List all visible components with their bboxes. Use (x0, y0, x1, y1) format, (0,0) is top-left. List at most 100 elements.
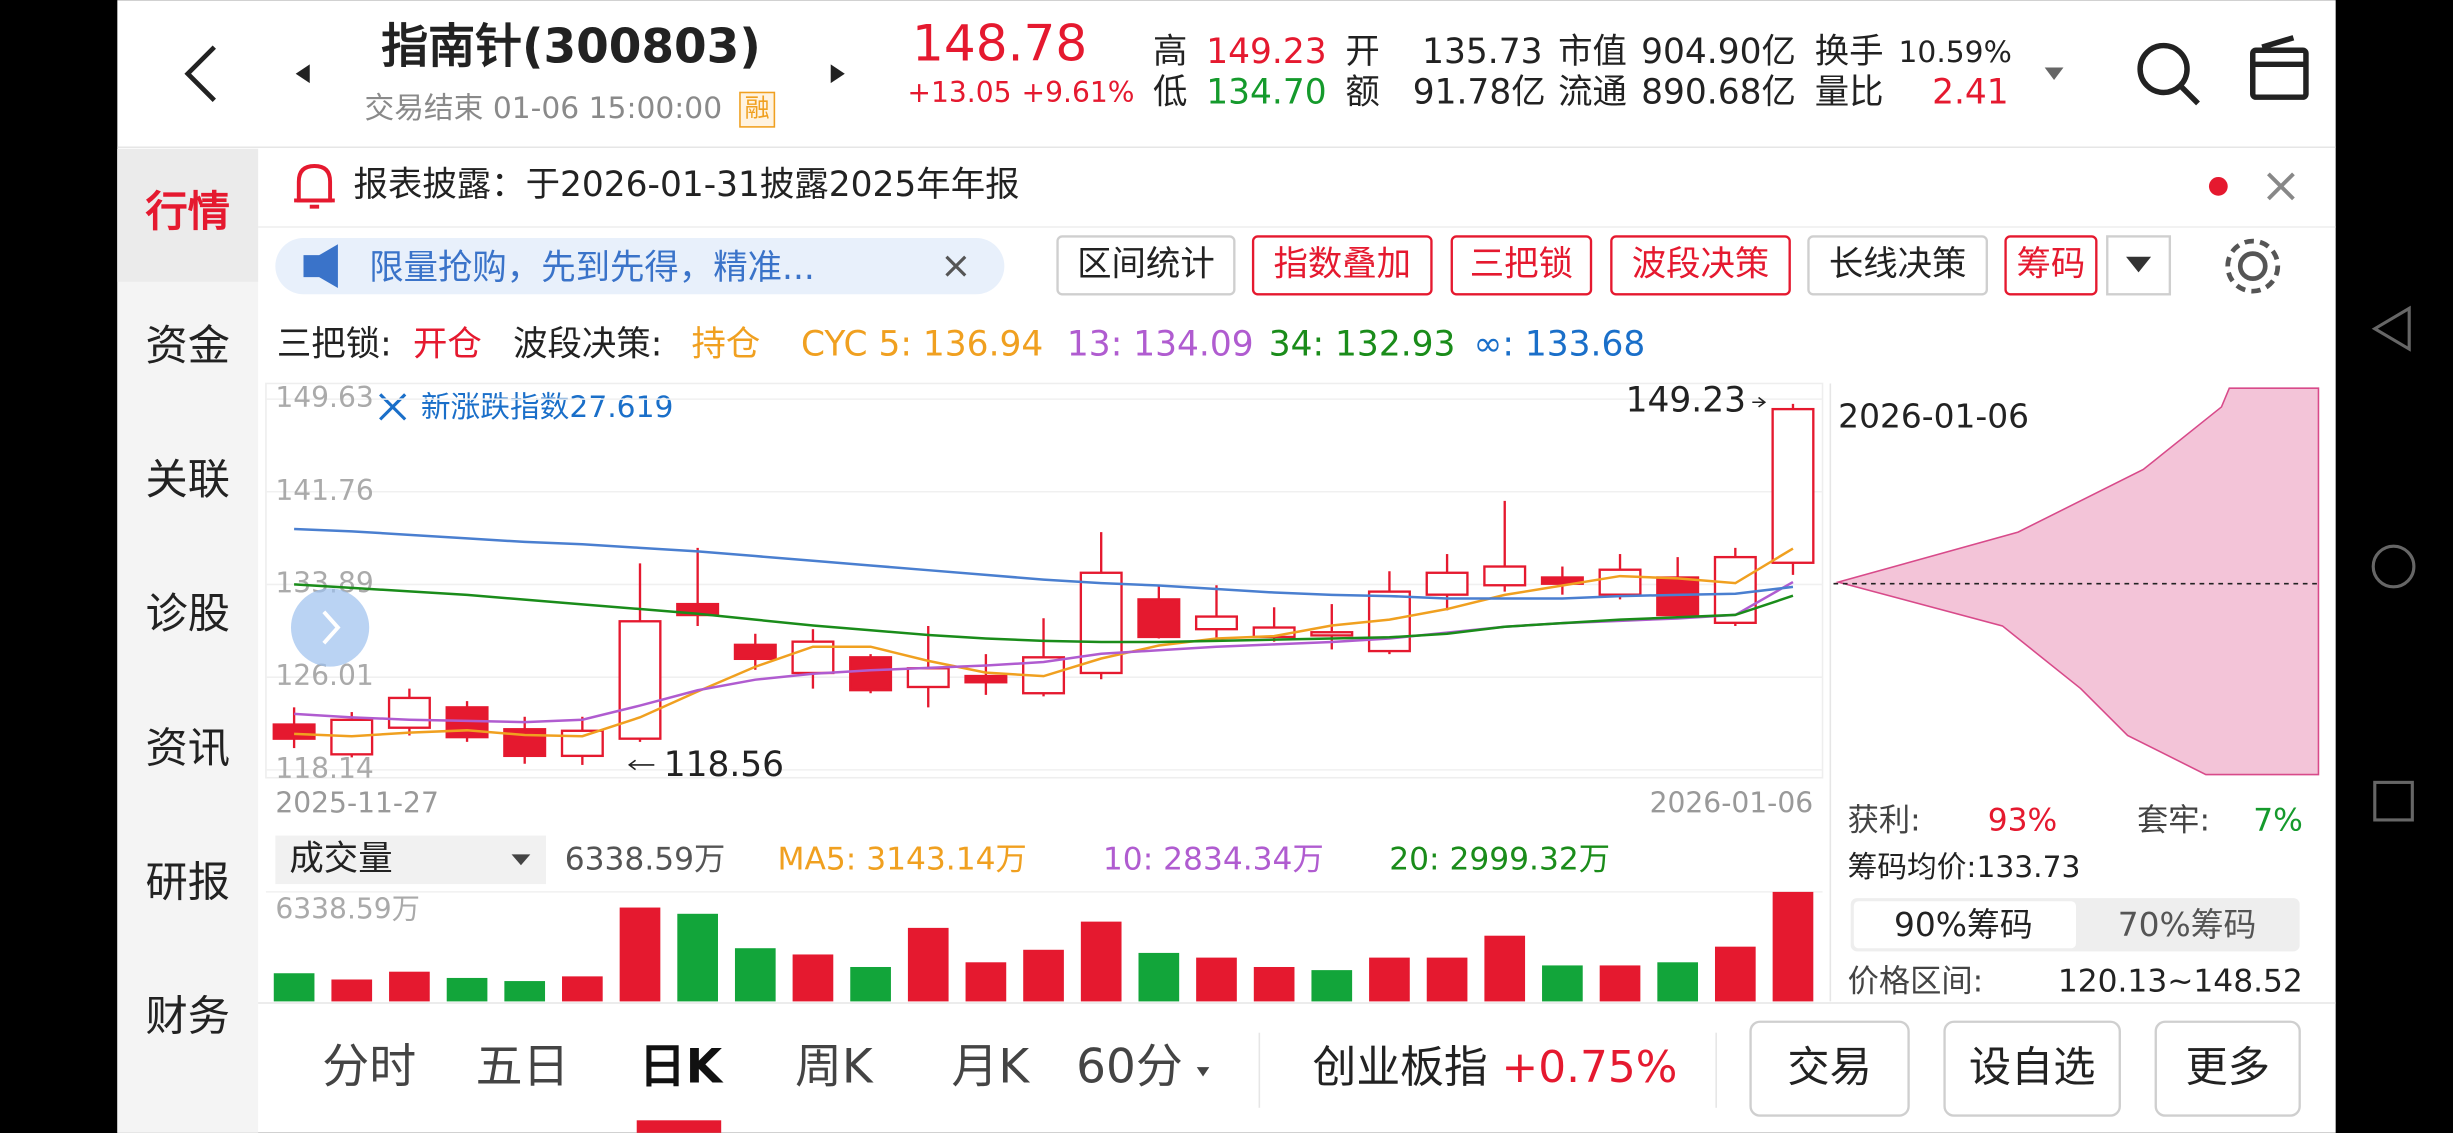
action-button[interactable] (1749, 1020, 1910, 1117)
wave-label: 波段决策: (513, 324, 662, 364)
tool-button[interactable] (1450, 235, 1593, 296)
shape (2261, 35, 2295, 50)
range: 120.13~148.52 (2058, 964, 2303, 1000)
settings-icon[interactable] (2225, 238, 2281, 294)
volume-bar (1138, 952, 1180, 1002)
nav-item[interactable]: 财务 (146, 991, 230, 1040)
stat-value: 2.41 (1932, 73, 2009, 113)
overlay-label: 新涨跌指数27.619 (421, 390, 674, 425)
y-tick-label: 141.76 (275, 474, 373, 507)
low-arrow (627, 759, 655, 771)
period-tab[interactable]: 周K (795, 1040, 874, 1095)
nav-back[interactable] (2371, 305, 2411, 352)
action-button[interactable] (2154, 1020, 2301, 1117)
volume-bar (389, 971, 430, 1002)
shape (2250, 47, 2309, 100)
nav-selected (117, 148, 259, 282)
action-buttons: 交易 设自选 更多 (1749, 1020, 2301, 1117)
y-tick-label: 118.14 (275, 752, 373, 785)
volume-bar (1253, 966, 1295, 1002)
expand-button[interactable] (290, 588, 370, 667)
change-pct: +9.61% (1022, 76, 1135, 109)
stats-dropdown[interactable] (2044, 67, 2064, 80)
search-icon[interactable] (2137, 42, 2200, 106)
back-button[interactable] (184, 45, 216, 102)
stat-label: 开 (1345, 32, 1379, 72)
nav-recent[interactable] (2373, 780, 2414, 822)
volume-bar (1080, 921, 1122, 1002)
vol-ma: 10: 2834.34万 (1103, 842, 1324, 878)
nav-item[interactable]: 诊股 (146, 589, 230, 638)
tool-button[interactable] (1610, 235, 1791, 296)
chip-tab-active[interactable] (1853, 901, 2076, 949)
period-tab[interactable]: 五日 (476, 1040, 570, 1095)
period-tab[interactable]: 日K (639, 1040, 724, 1095)
volume-bar (619, 907, 661, 1002)
nav-item[interactable]: 资金 (146, 321, 230, 370)
nav-item[interactable]: 研报 (146, 857, 230, 906)
range-label: 价格区间: (1848, 964, 1984, 1000)
stats: 高 149.23 低 134.70 开 135.73 额 91.78亿 市值 9… (1153, 32, 2012, 113)
tools-arrow (2126, 256, 2152, 273)
candle-body (1598, 568, 1642, 596)
stat-label: 市值 (1558, 32, 1627, 72)
period-tab[interactable]: 分时 (322, 1040, 416, 1095)
tool-button[interactable] (1056, 235, 1236, 296)
candle-body (387, 696, 431, 729)
volume-bar (1657, 962, 1699, 1002)
nav-item[interactable]: 资讯 (146, 723, 230, 772)
period-arrow (1196, 1067, 1210, 1077)
margin-badge: 融 (745, 94, 770, 123)
unread-dot (2208, 176, 2228, 196)
period-tab[interactable]: 月K (951, 1040, 1030, 1095)
candle-body (733, 643, 777, 661)
candle-body (906, 667, 950, 689)
profit: 93% (1988, 802, 2057, 838)
nav-home[interactable] (2371, 544, 2416, 589)
trade-status: 交易结束 01-06 15:00:00 (365, 91, 723, 126)
vol-ma: 20: 2999.32万 (1389, 842, 1610, 878)
tool-button[interactable] (2004, 235, 2098, 296)
price: 148.78 (912, 15, 1087, 73)
nav-item[interactable]: 关联 (146, 455, 230, 504)
volume-bar (792, 954, 834, 1002)
ad-pill[interactable] (275, 237, 1005, 295)
volume-bar (1196, 957, 1237, 1002)
wave-value: 持仓 (691, 324, 760, 364)
candle-body (272, 723, 316, 740)
close-ad[interactable] (945, 255, 967, 277)
wallet-icon[interactable] (2250, 35, 2309, 100)
period-tab[interactable]: 60分 (1076, 1040, 1183, 1095)
shape (2137, 42, 2190, 96)
ma-legend: ∞: 133.68 (1474, 324, 1646, 364)
close-notice[interactable] (2267, 172, 2295, 201)
prev-stock[interactable] (295, 64, 310, 84)
action-button[interactable] (1943, 1020, 2121, 1117)
volume-select[interactable] (275, 835, 546, 885)
badge-box (739, 91, 776, 128)
stat-label: 流通 (1558, 73, 1627, 113)
volume-bar (1023, 949, 1064, 1002)
tool-button[interactable] (1251, 235, 1433, 296)
notice: 报表披露：于2026-01-31披露2025年年报 (354, 165, 1020, 205)
volume-bar (1484, 935, 1526, 1002)
stat-value: 91.78亿 (1413, 73, 1546, 113)
low-label: 118.56 (664, 745, 784, 785)
nav-item[interactable]: 行情 (146, 187, 230, 236)
tool-button[interactable] (1807, 235, 1988, 296)
trapped-label: 套牢: (2137, 802, 2210, 838)
volume-bar (1542, 965, 1583, 1002)
next-stock[interactable] (830, 64, 845, 84)
volume-bar (1772, 891, 1814, 1002)
candle-body (849, 656, 893, 692)
candle-body (964, 674, 1008, 684)
volume-bar (965, 962, 1007, 1002)
ma-line (294, 547, 1794, 738)
select-arrow (511, 854, 531, 866)
candle-body (503, 728, 547, 758)
candle-body (1194, 615, 1238, 631)
